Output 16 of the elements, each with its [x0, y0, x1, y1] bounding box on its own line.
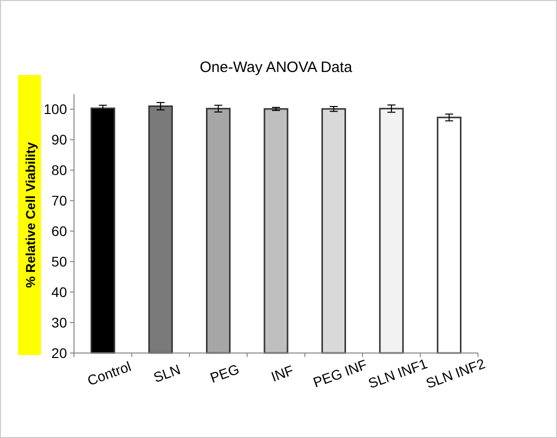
- y-tick-label: 40: [51, 284, 68, 300]
- y-axis-title: % Relative Cell Viability: [23, 141, 38, 288]
- y-tick-label: 60: [51, 223, 68, 240]
- y-tick-label: 20: [51, 344, 68, 361]
- chart-title: One-Way ANOVA Data: [200, 59, 353, 76]
- y-tick-label: 100: [44, 101, 68, 118]
- y-tick-label: 30: [51, 314, 68, 330]
- y-tick-label: 50: [51, 253, 68, 270]
- x-tick-label: Control: [85, 358, 134, 389]
- x-tick-label: PEG: [208, 360, 242, 386]
- x-tick-label: SLN: [151, 361, 182, 386]
- y-tick-label: 70: [51, 192, 68, 209]
- x-tick-label: PEG INF: [310, 356, 370, 390]
- y-tick-label: 80: [51, 162, 68, 178]
- y-tick-label: 90: [51, 132, 68, 148]
- x-tick-label: INF: [268, 362, 296, 385]
